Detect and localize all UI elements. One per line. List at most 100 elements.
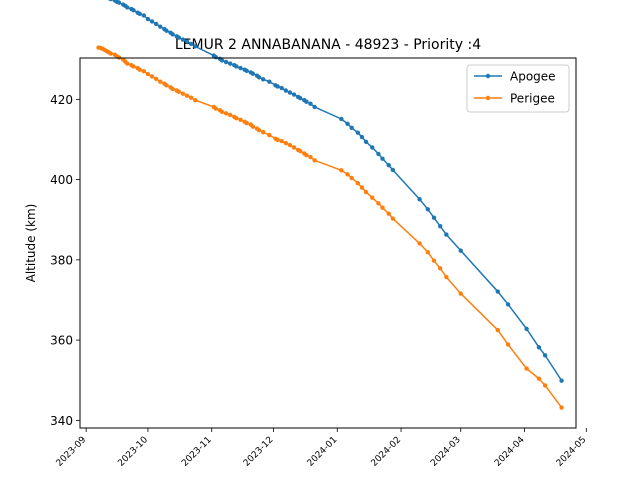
- perigee-point: [275, 137, 280, 143]
- perigee-point: [125, 61, 130, 66]
- apogee-point: [260, 77, 266, 82]
- perigee-point: [339, 168, 344, 173]
- legend: Apogee Perigee: [466, 64, 570, 113]
- apogee-point: [141, 13, 146, 18]
- legend-label: Perigee: [510, 92, 555, 106]
- apogee-point: [223, 59, 229, 65]
- perigee-point: [376, 201, 381, 206]
- apogee-point: [180, 37, 186, 42]
- apogee-point: [158, 24, 163, 29]
- legend-label: Apogee: [510, 70, 556, 84]
- apogee-point: [164, 28, 169, 33]
- apogee-point: [349, 125, 354, 131]
- apogee-point: [458, 248, 463, 253]
- perigee-point: [170, 86, 175, 92]
- apogee-point: [505, 302, 511, 307]
- perigee-point: [108, 51, 114, 56]
- apogee-point: [444, 232, 449, 237]
- perigee-point: [355, 181, 361, 186]
- perigee-point: [219, 109, 225, 114]
- perigee-point: [363, 189, 369, 195]
- perigee-point: [184, 93, 190, 98]
- legend-marker: [485, 73, 491, 79]
- perigee-point: [304, 152, 309, 158]
- apogee-point: [238, 65, 243, 71]
- perigee-point: [283, 140, 289, 146]
- perigee-point: [256, 128, 262, 133]
- perigee-point: [250, 124, 256, 129]
- apogee-point: [431, 215, 437, 220]
- perigee-point: [349, 175, 354, 181]
- y-tick-label: 400: [50, 173, 73, 187]
- apogee-point: [390, 167, 396, 173]
- apogee-point: [380, 156, 385, 161]
- perigee-point: [308, 154, 313, 160]
- apogee-point: [131, 8, 136, 13]
- apogee-point: [304, 99, 309, 104]
- apogee-point: [312, 104, 317, 110]
- perigee-point: [141, 69, 146, 74]
- apogee-point: [176, 35, 181, 40]
- perigee-point: [188, 95, 194, 100]
- perigee-point: [137, 67, 142, 72]
- perigee-point: [359, 185, 365, 190]
- apogee-point: [149, 19, 155, 24]
- series-apogee: [107, 0, 564, 383]
- series-perigee: [96, 45, 564, 410]
- perigee-point: [164, 83, 169, 88]
- legend-marker: [485, 95, 491, 101]
- apogee-point: [145, 16, 151, 22]
- plot-area: [96, 0, 564, 410]
- perigee-point: [145, 71, 151, 77]
- perigee-point: [158, 79, 163, 84]
- apogee-point: [363, 139, 369, 145]
- apogee-point: [244, 68, 249, 74]
- apogee-point: [256, 75, 262, 80]
- perigee-point: [149, 74, 155, 79]
- perigee-point: [267, 132, 272, 138]
- apogee-point: [339, 116, 344, 122]
- perigee-point: [345, 172, 350, 177]
- perigee-point: [234, 116, 239, 121]
- apogee-point: [170, 32, 175, 37]
- apogee-point: [359, 134, 365, 140]
- apogee-point: [437, 223, 443, 229]
- apogee-point: [219, 58, 225, 63]
- apogee-point: [524, 326, 529, 332]
- y-axis-label: Altitude (km): [24, 204, 38, 283]
- perigee-point: [458, 291, 463, 296]
- apogee-point: [376, 151, 381, 157]
- perigee-point: [193, 97, 198, 103]
- apogee-point: [275, 84, 280, 89]
- perigee-point: [425, 250, 431, 255]
- perigee-point: [238, 117, 243, 123]
- apogee-point: [193, 44, 198, 49]
- plot-frame: [79, 57, 577, 429]
- apogee-point: [228, 61, 233, 66]
- apogee-point: [370, 145, 375, 150]
- legend-item-perigee: Perigee: [474, 92, 555, 106]
- perigee-point: [287, 142, 293, 148]
- apogee-point: [386, 162, 391, 168]
- perigee-point: [559, 405, 564, 410]
- apogee-point: [298, 95, 303, 101]
- apogee-point: [287, 90, 293, 95]
- perigee-point: [312, 158, 317, 163]
- apogee-point: [188, 41, 194, 47]
- apogee-point: [213, 55, 219, 60]
- perigee-point: [131, 64, 136, 69]
- y-tick-label: 360: [50, 334, 73, 348]
- perigee-point: [291, 145, 297, 150]
- apogee-point: [184, 39, 190, 44]
- apogee-point: [137, 11, 142, 17]
- perigee-point: [153, 76, 159, 82]
- apogee-point: [291, 92, 297, 97]
- y-axis: 340 360 380 400 420: [50, 93, 80, 428]
- apogee-point: [308, 101, 313, 106]
- perigee-point: [390, 216, 396, 221]
- apogee-point: [355, 130, 361, 135]
- apogee-point: [345, 121, 350, 127]
- perigee-point: [380, 205, 385, 210]
- perigee-point: [431, 258, 437, 263]
- apogee-point: [536, 345, 542, 350]
